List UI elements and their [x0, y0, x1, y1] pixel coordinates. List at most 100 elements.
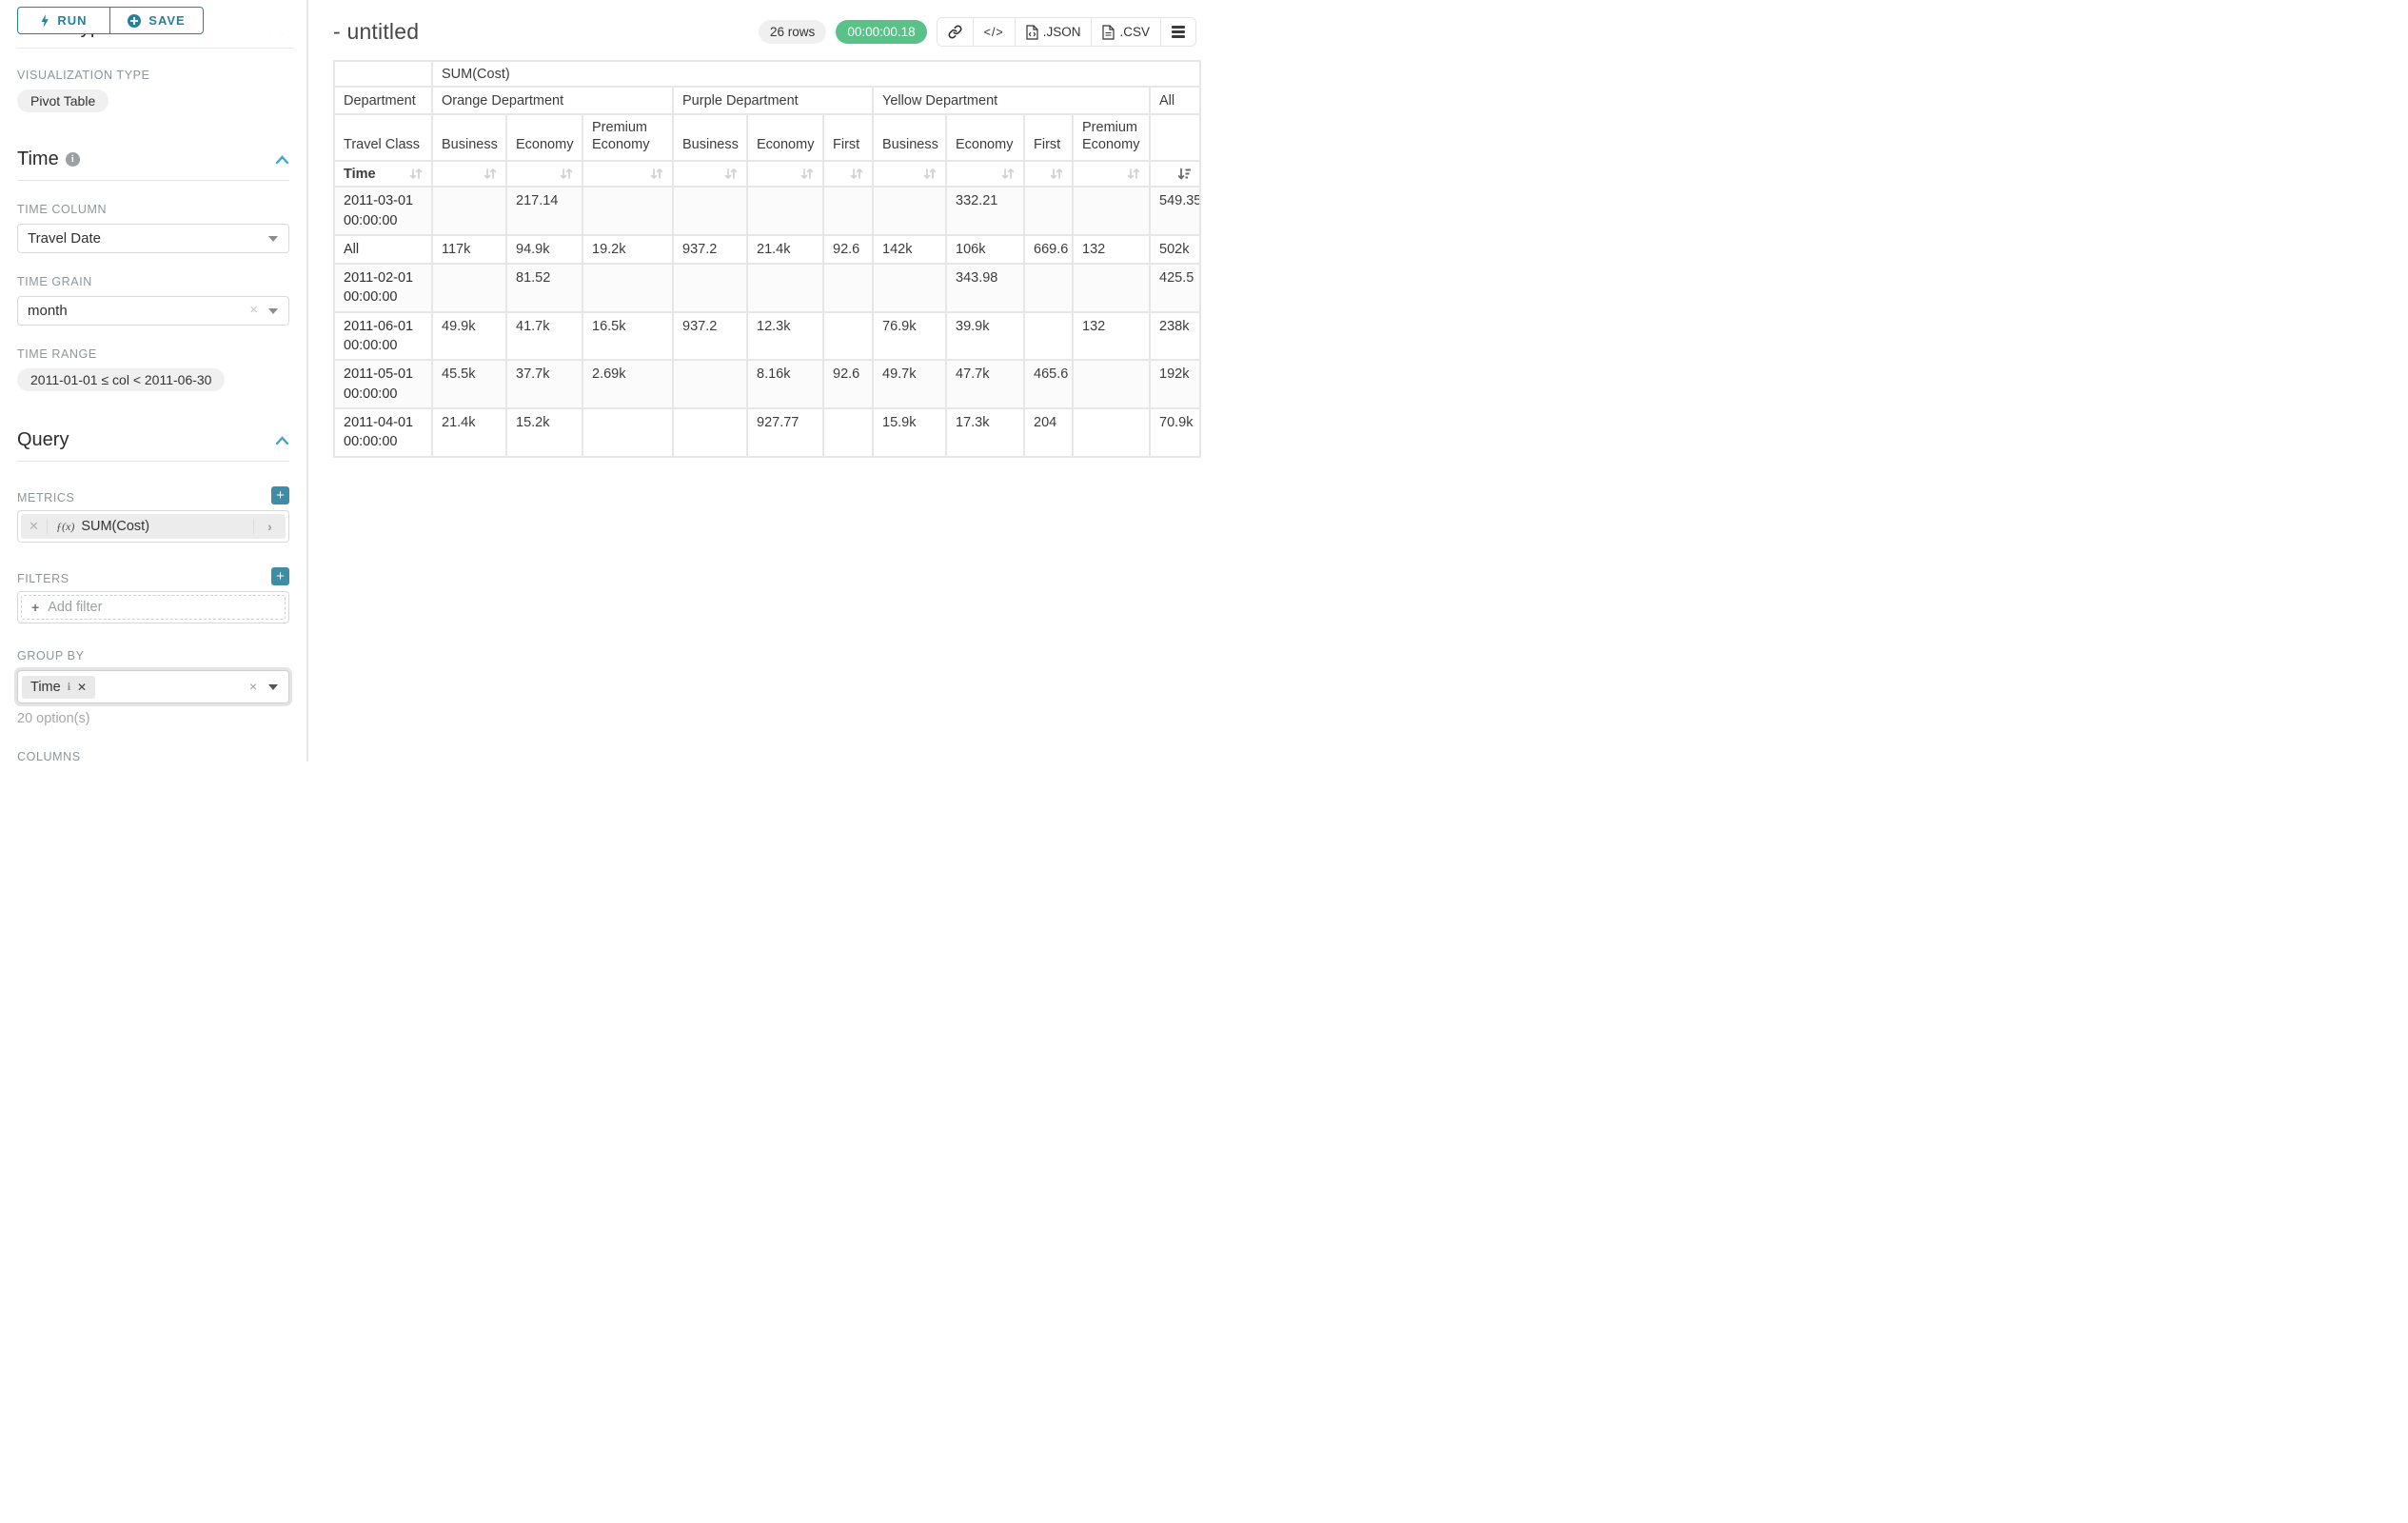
remove-tag-icon[interactable]: ✕ [77, 681, 87, 694]
travel-class-header: Premium Economy [1073, 114, 1150, 161]
column-sort-cell[interactable] [432, 161, 506, 187]
add-filter-dropzone[interactable]: + Add filter [21, 595, 286, 620]
time-column-select[interactable]: Travel Date [17, 224, 289, 253]
column-sort-cell[interactable] [747, 161, 823, 187]
clear-all-icon[interactable]: × [249, 679, 257, 694]
value-cell [432, 264, 506, 312]
time-range-label: TIME RANGE [17, 347, 289, 361]
filters-label: FILTERS [17, 572, 69, 585]
sort-desc-icon [1177, 168, 1191, 180]
time-section-title: Time [17, 148, 59, 170]
row-header-cell: 2011-02-01 00:00:00 [334, 264, 432, 312]
column-sort-cell[interactable] [1024, 161, 1073, 187]
chevron-up-icon[interactable] [275, 436, 289, 445]
export-toolbar: </> .JSON .CSV [937, 17, 1196, 47]
export-json-button[interactable]: .JSON [1016, 18, 1093, 46]
code-icon: </> [984, 26, 1004, 39]
column-sort-cell[interactable] [823, 161, 873, 187]
department-dim-label: Department [334, 87, 432, 114]
travel-class-dim-label: Travel Class [334, 114, 432, 161]
chart-title[interactable]: - untitled [333, 13, 419, 45]
value-cell [1073, 187, 1150, 235]
value-cell: 343.98 [946, 264, 1024, 312]
columns-label: COLUMNS [17, 750, 289, 762]
value-cell: 117k [432, 235, 506, 264]
value-cell: 92.6 [823, 235, 873, 264]
value-cell: 37.7k [506, 360, 582, 408]
travel-class-header: Economy [747, 114, 823, 161]
remove-metric-icon[interactable]: ✕ [21, 519, 48, 534]
time-grain-label: TIME GRAIN [17, 275, 289, 288]
group-by-tag-time[interactable]: Time i ✕ [22, 676, 95, 699]
value-cell [1024, 264, 1073, 312]
view-query-button[interactable]: </> [974, 18, 1016, 46]
value-cell: 8.16k [747, 360, 823, 408]
value-cell: 39.9k [946, 312, 1024, 361]
value-cell: 70.9k [1150, 408, 1200, 457]
value-cell [673, 408, 747, 457]
value-cell [1024, 312, 1073, 361]
column-sort-cell[interactable] [1073, 161, 1150, 187]
superset-explore-screen: Chart Type RUN SAVE VISUALIZATION TYPE P… [0, 0, 1204, 762]
sort-icon [409, 168, 423, 180]
value-cell [432, 187, 506, 235]
query-section-title: Query [17, 429, 69, 451]
chevron-right-icon[interactable]: › [253, 519, 286, 534]
value-cell: 92.6 [823, 360, 873, 408]
value-cell [582, 408, 673, 457]
control-panel-sidebar: Chart Type RUN SAVE VISUALIZATION TYPE P… [0, 0, 308, 762]
column-sort-cell[interactable] [946, 161, 1024, 187]
more-options-button[interactable] [1161, 18, 1195, 46]
save-button[interactable]: SAVE [109, 7, 204, 34]
value-cell: 19.2k [582, 235, 673, 264]
value-cell: 937.2 [673, 312, 747, 361]
pivot-corner-cell [334, 61, 432, 87]
row-header-cell: 2011-04-01 00:00:00 [334, 408, 432, 457]
run-button-label: RUN [57, 13, 87, 28]
travel-class-header: First [823, 114, 873, 161]
value-cell: 549.35 [1150, 187, 1200, 235]
value-cell: 142k [873, 235, 946, 264]
add-filter-button[interactable]: + [271, 567, 289, 585]
column-sort-cell[interactable] [1150, 161, 1200, 187]
visualization-type-value[interactable]: Pivot Table [17, 89, 109, 112]
link-icon [948, 25, 962, 39]
metric-item[interactable]: ✕ ƒ(x) SUM(Cost) › [21, 514, 286, 539]
metrics-label: METRICS [17, 491, 74, 504]
time-dim-label: Time [344, 167, 376, 182]
sort-icon [923, 168, 937, 180]
column-sort-cell[interactable] [873, 161, 946, 187]
pivot-table: SUM(Cost)DepartmentOrange DepartmentPurp… [333, 60, 1201, 458]
column-sort-cell[interactable] [506, 161, 582, 187]
sort-icon [560, 168, 573, 180]
copy-link-button[interactable] [938, 18, 974, 46]
caret-down-icon [268, 684, 278, 690]
department-group-header: All [1150, 87, 1200, 114]
column-sort-cell[interactable] [673, 161, 747, 187]
add-metric-button[interactable]: + [271, 486, 289, 504]
value-cell [1073, 360, 1150, 408]
run-button[interactable]: RUN [17, 7, 109, 34]
clear-icon[interactable]: × [249, 302, 258, 318]
divider [17, 180, 289, 181]
travel-class-header: Business [873, 114, 946, 161]
pivot-row: 2011-02-01 00:00:0081.52343.98425.5 [334, 264, 1200, 312]
column-sort-cell[interactable] [582, 161, 673, 187]
row-header-cell: 2011-03-01 00:00:00 [334, 187, 432, 235]
time-sort-cell[interactable]: Time [334, 161, 432, 187]
function-icon: ƒ(x) [56, 520, 74, 534]
value-cell: 94.9k [506, 235, 582, 264]
sort-icon [800, 168, 814, 180]
export-csv-button[interactable]: .CSV [1092, 18, 1161, 46]
travel-class-header [1150, 114, 1200, 161]
chevron-up-icon[interactable] [275, 155, 289, 165]
group-by-label: GROUP BY [17, 649, 289, 663]
time-grain-select[interactable]: month × [17, 296, 289, 326]
row-count-badge: 26 rows [759, 20, 826, 44]
group-by-select[interactable]: Time i ✕ × [17, 670, 289, 703]
info-icon: i [66, 152, 80, 167]
plus-circle-icon [128, 14, 141, 28]
value-cell [1024, 187, 1073, 235]
time-range-value[interactable]: 2011-01-01 ≤ col < 2011-06-30 [17, 368, 225, 391]
tag-label: Time [30, 680, 61, 695]
